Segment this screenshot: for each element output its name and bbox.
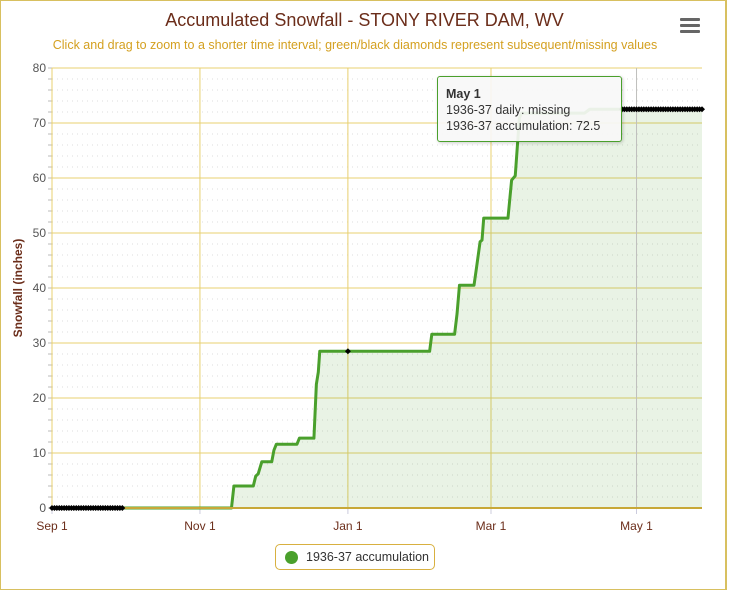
x-tick-label: Sep 1 <box>36 519 68 533</box>
y-tick-label: 30 <box>33 336 47 350</box>
x-tick-label: Mar 1 <box>476 519 507 533</box>
y-axis-title: Snowfall (inches) <box>11 239 25 338</box>
missing-value-marker <box>699 106 705 113</box>
tooltip-date: May 1 <box>446 87 481 101</box>
x-tick-label: May 1 <box>620 519 653 533</box>
y-tick-label: 0 <box>39 501 46 515</box>
chart-subtitle: Click and drag to zoom to a shorter time… <box>52 38 658 52</box>
legend-item-1936-37[interactable]: 1936-37 accumulation <box>275 544 435 570</box>
legend-label: 1936-37 accumulation <box>306 550 429 564</box>
series-line <box>52 107 702 510</box>
y-tick-label: 50 <box>33 226 47 240</box>
x-tick-label: Nov 1 <box>184 519 216 533</box>
y-tick-label: 60 <box>33 171 47 185</box>
missing-value-marker <box>344 348 351 355</box>
y-tick-label: 80 <box>33 61 47 75</box>
y-tick-label: 40 <box>33 281 47 295</box>
x-tick-label: Jan 1 <box>333 519 363 533</box>
y-tick-label: 20 <box>33 391 47 405</box>
legend-marker-icon <box>285 550 298 564</box>
tooltip-daily: 1936-37 daily: missing <box>446 103 571 117</box>
missing-value-marker <box>119 505 126 511</box>
hamburger-menu-icon[interactable] <box>680 18 700 34</box>
tooltip: May 1 1936-37 daily: missing 1936-37 acc… <box>437 76 622 142</box>
chart-title: Accumulated Snowfall - STONY RIVER DAM, … <box>165 10 564 30</box>
y-tick-label: 10 <box>33 446 47 460</box>
series-area <box>52 109 702 508</box>
tooltip-accumulation: 1936-37 accumulation: 72.5 <box>446 119 601 133</box>
y-tick-label: 70 <box>33 116 47 130</box>
